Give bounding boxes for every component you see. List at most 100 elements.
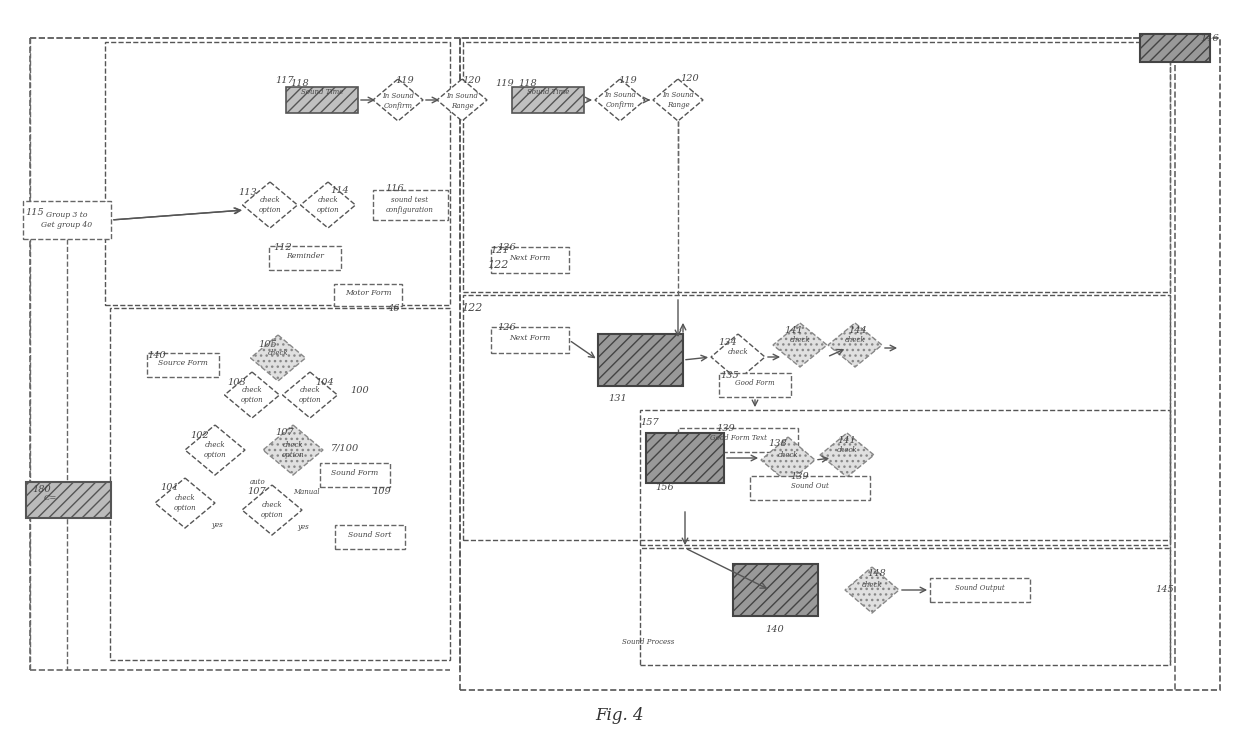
Text: 113: 113: [238, 188, 258, 197]
Text: 139: 139: [717, 424, 735, 433]
Text: 180: 180: [32, 485, 51, 494]
Text: 138: 138: [769, 439, 787, 447]
Text: 116: 116: [386, 183, 404, 192]
Text: Confirm: Confirm: [383, 102, 413, 110]
Text: 112: 112: [274, 243, 293, 252]
Text: Sound Process: Sound Process: [621, 638, 675, 646]
Text: check: check: [283, 441, 304, 449]
Polygon shape: [595, 79, 645, 121]
Bar: [719, 373, 791, 397]
Bar: [646, 433, 724, 483]
Text: 131: 131: [609, 393, 627, 402]
Text: sound test: sound test: [392, 196, 429, 204]
Text: Sound Time: Sound Time: [301, 88, 343, 96]
Text: Range: Range: [450, 102, 474, 110]
Bar: [269, 246, 341, 270]
Text: 122: 122: [461, 303, 482, 313]
Bar: [24, 201, 112, 239]
Text: option: option: [174, 504, 196, 512]
Polygon shape: [243, 182, 298, 228]
Text: 7/100: 7/100: [331, 444, 360, 453]
Text: 109: 109: [373, 487, 392, 496]
Text: check: check: [837, 446, 857, 454]
Text: 46: 46: [387, 303, 399, 312]
Text: 157: 157: [641, 418, 660, 427]
Bar: [286, 87, 358, 113]
Bar: [320, 463, 391, 487]
Text: configuration: configuration: [386, 206, 434, 214]
Text: 135: 135: [720, 370, 739, 379]
Text: Source Form: Source Form: [157, 359, 208, 367]
Text: 122: 122: [487, 260, 508, 270]
Text: In Sound: In Sound: [382, 92, 414, 100]
Bar: [463, 295, 1171, 540]
Text: check: check: [242, 386, 263, 394]
Text: check: check: [262, 501, 283, 509]
Text: 100: 100: [351, 386, 370, 395]
Bar: [678, 428, 799, 452]
Polygon shape: [250, 335, 305, 381]
Text: 139: 139: [791, 471, 810, 481]
Text: check: check: [317, 196, 339, 204]
Bar: [334, 284, 402, 306]
Polygon shape: [185, 425, 246, 475]
Bar: [733, 564, 817, 616]
Text: Reminder: Reminder: [286, 252, 324, 260]
Text: check: check: [259, 196, 280, 204]
Text: 140: 140: [765, 626, 785, 634]
Text: Fig. 4: Fig. 4: [595, 706, 645, 723]
Text: 102: 102: [191, 430, 210, 439]
Bar: [110, 308, 450, 660]
Text: check: check: [175, 494, 196, 502]
Bar: [750, 476, 870, 500]
Text: option: option: [259, 206, 281, 214]
Text: 121: 121: [491, 246, 510, 255]
Text: 156: 156: [656, 484, 675, 493]
Text: 140: 140: [148, 350, 166, 360]
Text: Sound Output: Sound Output: [955, 584, 1004, 592]
Text: check: check: [790, 336, 810, 344]
Text: Sound Sort: Sound Sort: [348, 531, 392, 539]
Polygon shape: [761, 437, 815, 483]
Text: check: check: [728, 348, 748, 356]
Text: 148: 148: [868, 570, 887, 579]
Text: option: option: [281, 451, 304, 459]
Polygon shape: [820, 433, 874, 477]
Text: 119: 119: [619, 76, 637, 85]
Text: 119: 119: [396, 76, 414, 85]
Text: check: check: [300, 386, 320, 394]
Text: 107: 107: [248, 487, 267, 496]
Text: check: check: [844, 336, 866, 344]
Text: Good Form: Good Form: [735, 379, 775, 387]
Text: In Sound: In Sound: [662, 91, 694, 99]
Text: check: check: [862, 581, 883, 589]
Text: check: check: [205, 441, 226, 449]
Text: check: check: [268, 349, 289, 357]
Bar: [512, 87, 584, 113]
Polygon shape: [300, 182, 356, 228]
Bar: [491, 327, 569, 353]
Polygon shape: [828, 323, 882, 367]
Text: 134: 134: [719, 338, 738, 347]
Text: Next Form: Next Form: [510, 334, 551, 342]
Polygon shape: [773, 323, 827, 367]
Bar: [372, 190, 448, 220]
Bar: [1140, 34, 1210, 62]
Text: yes: yes: [298, 523, 309, 531]
Text: 120: 120: [681, 73, 699, 82]
Text: option: option: [299, 396, 321, 404]
Text: option: option: [203, 451, 227, 459]
Bar: [26, 482, 110, 518]
Text: Get group 40: Get group 40: [41, 221, 93, 229]
Text: Next Form: Next Form: [510, 254, 551, 262]
Bar: [105, 42, 450, 305]
Text: 141: 141: [838, 436, 857, 444]
Text: 145: 145: [1156, 585, 1174, 594]
Text: 126: 126: [497, 323, 516, 332]
Text: 115: 115: [26, 208, 45, 217]
Text: Sound Out: Sound Out: [791, 482, 828, 490]
Polygon shape: [653, 79, 703, 121]
Text: option: option: [241, 396, 263, 404]
Text: 118: 118: [518, 79, 537, 88]
Bar: [491, 247, 569, 273]
